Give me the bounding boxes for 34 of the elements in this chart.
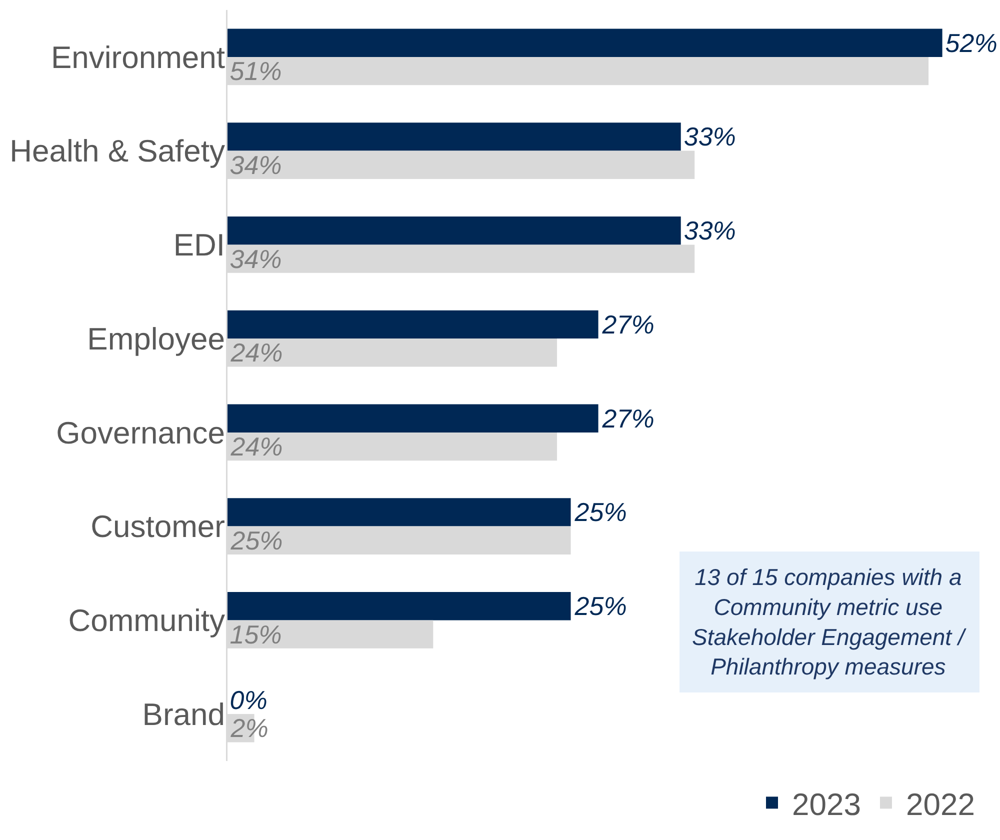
y-tick-label: Community [68,603,226,638]
y-tick-label: Environment [50,40,226,75]
y-tick-label: Governance [56,415,225,450]
data-label: 27% [601,309,654,340]
legend-label: 2022 [906,786,975,822]
bar [226,122,681,151]
data-label: 2% [230,713,268,744]
y-tick-label: Employee [87,321,225,356]
y-tick-label: Brand [142,696,225,732]
data-label: 27% [601,403,654,434]
bar [226,404,598,432]
data-label: 51% [230,56,282,86]
annotation: 13 of 15 companies with a Community metric use Stakeholder Engagement / Philanthropy measures [692,564,967,680]
data-label: 33% [684,216,736,246]
data-label: 34% [230,244,282,274]
bar [226,592,571,620]
legend-label: 2023 [792,786,861,822]
data-label: 15% [230,619,282,650]
y-tick-label: Health & Safety [10,134,226,169]
data-label: 0% [230,684,268,715]
bar [226,498,571,526]
y-tick-label: Customer [90,509,225,544]
data-label: 33% [684,122,736,152]
data-label: 25% [574,591,627,622]
data-label: 34% [230,150,282,180]
data-label: 25% [574,497,627,528]
y-tick-label: EDI [173,228,225,263]
bar [226,310,598,339]
data-label: 25% [230,525,283,556]
data-label: 24% [230,338,283,368]
bar [226,28,942,57]
data-label: 52% [945,28,998,58]
bar [226,216,681,245]
data-label: 24% [230,432,283,462]
